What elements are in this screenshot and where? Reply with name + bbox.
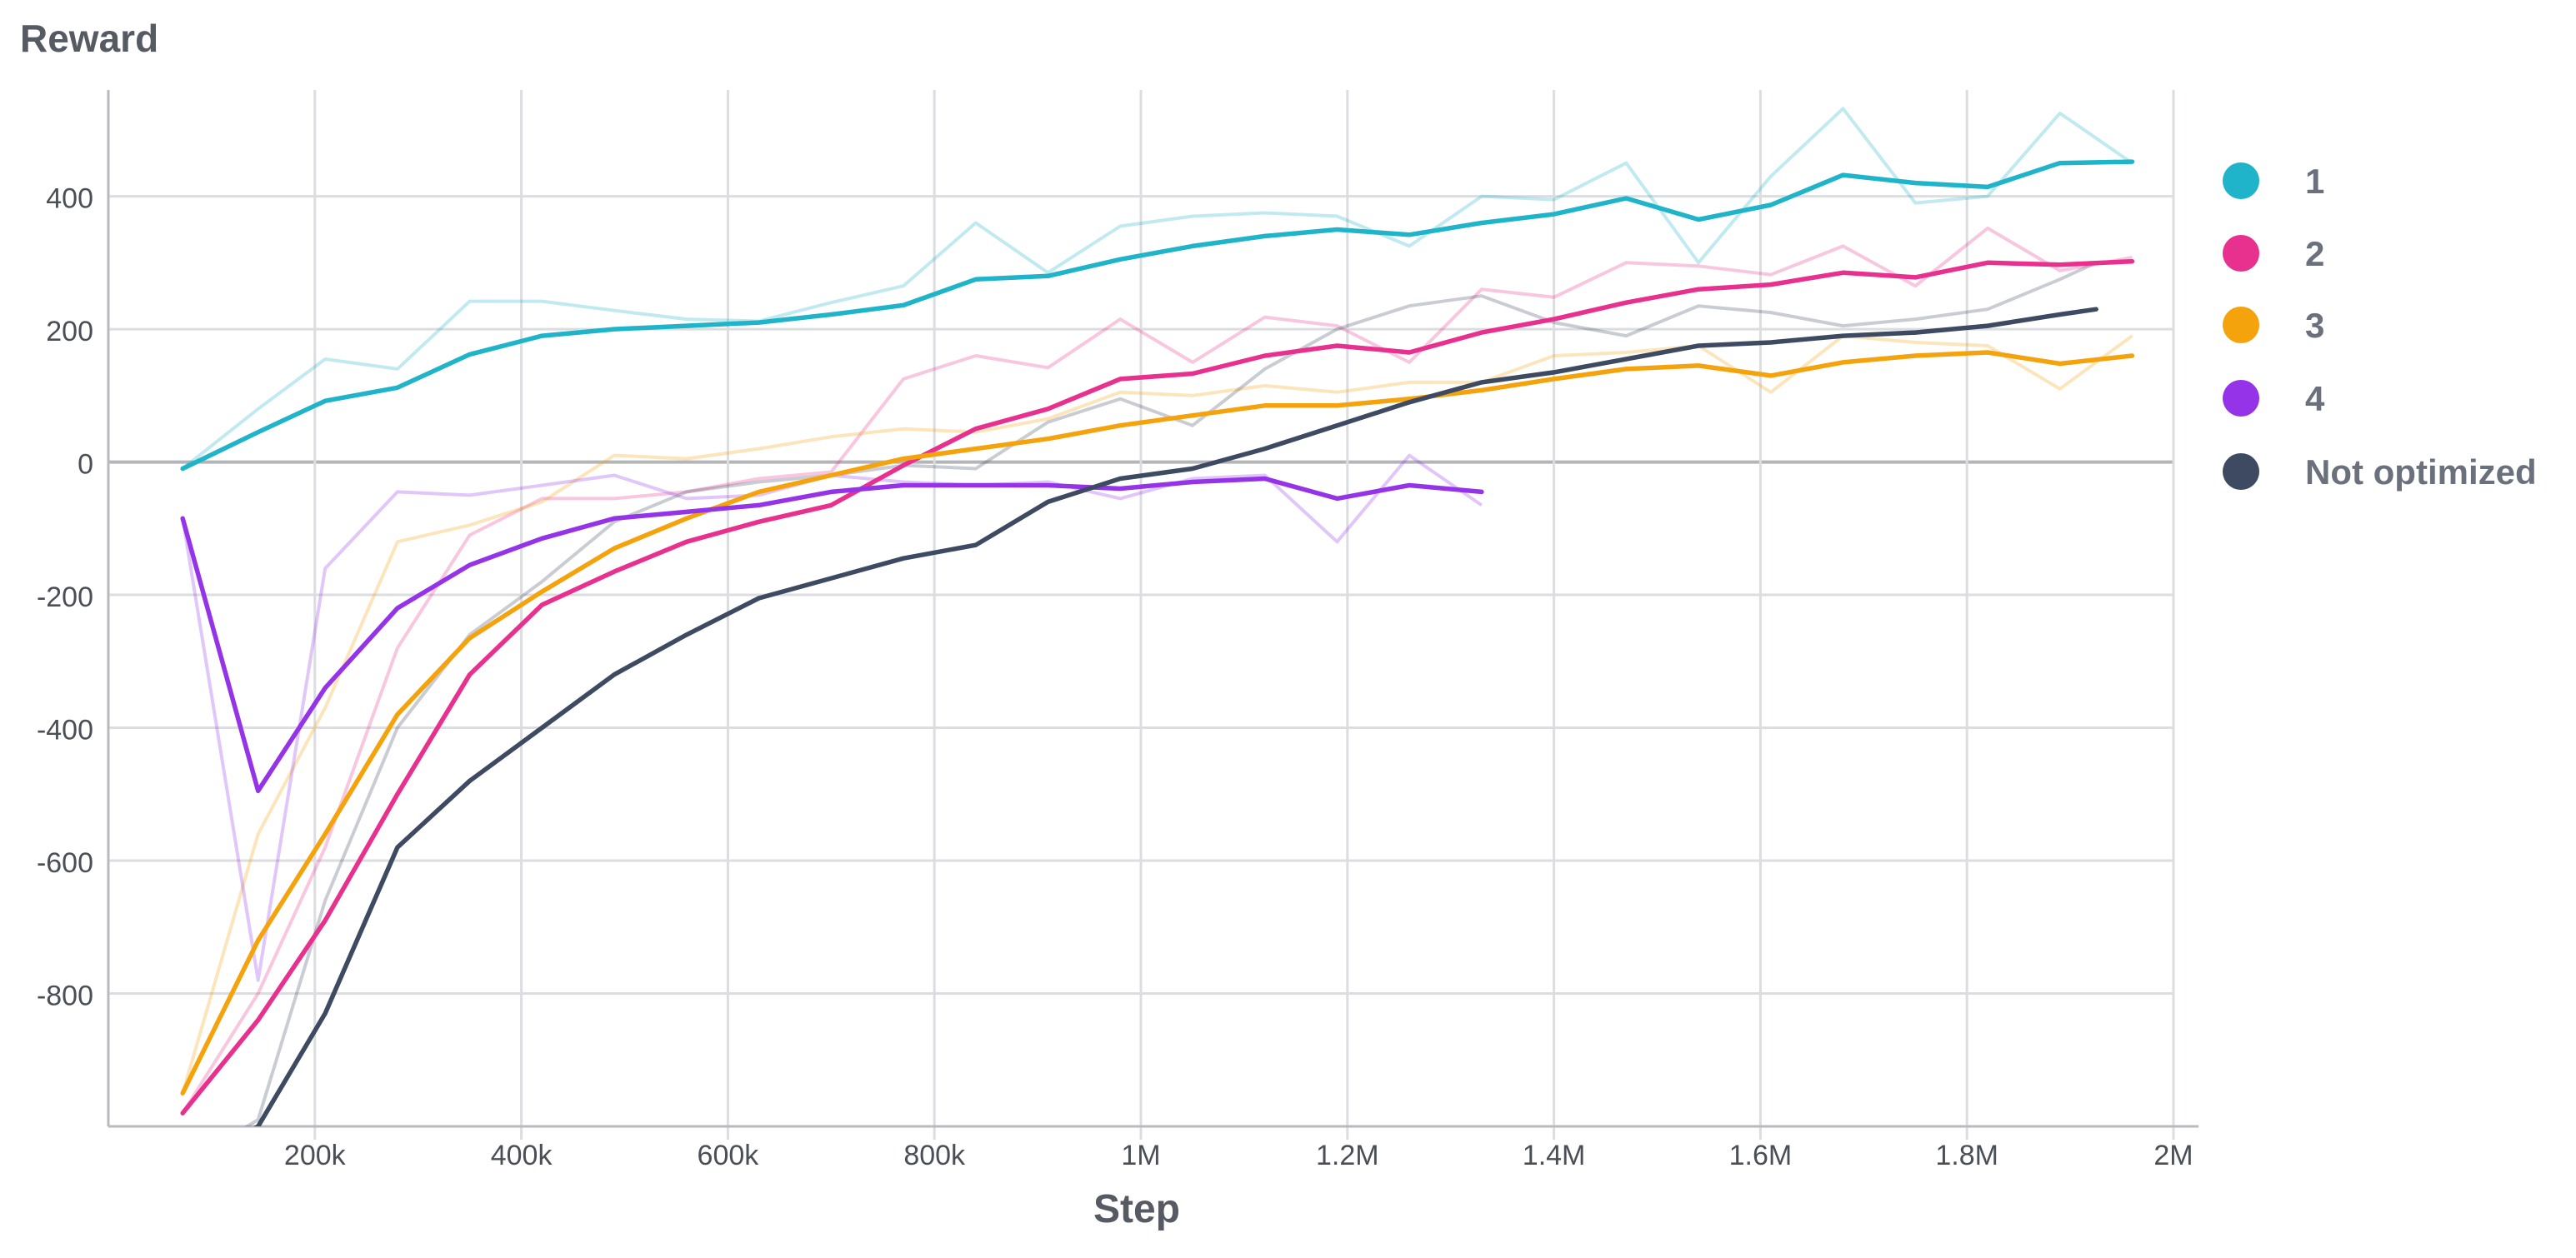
series-2-raw-line bbox=[181, 226, 2133, 1115]
series-2-line bbox=[180, 258, 2135, 1116]
x-tick-label: 1.6M bbox=[1729, 1140, 1793, 1171]
y-tick-label: -400 bbox=[37, 715, 93, 746]
series-4-raw-line bbox=[181, 453, 1483, 982]
y-tick-label: 400 bbox=[46, 183, 93, 215]
y-tick-label: -600 bbox=[37, 847, 93, 879]
x-tick-label: 800k bbox=[903, 1140, 966, 1171]
series-not-optimized-line bbox=[253, 307, 2098, 1126]
x-tick-label: 1M bbox=[1121, 1140, 1160, 1171]
legend-swatch bbox=[2223, 380, 2259, 417]
series-4-line bbox=[180, 476, 1484, 794]
y-tick-label: 200 bbox=[46, 316, 93, 347]
x-tick-label: 1.2M bbox=[1316, 1140, 1379, 1171]
x-tick-label: 2M bbox=[2153, 1140, 2193, 1171]
legend-swatch bbox=[2223, 162, 2259, 199]
x-tick-label: 1.4M bbox=[1523, 1140, 1586, 1171]
x-tick-label: 400k bbox=[491, 1140, 553, 1171]
y-tick-label: 0 bbox=[78, 449, 93, 481]
legend-label: 3 bbox=[2305, 306, 2324, 345]
series-3-raw-line bbox=[181, 334, 2133, 1094]
legend-item-3[interactable]: 3 bbox=[2223, 306, 2324, 345]
chart-title: Reward bbox=[20, 17, 158, 60]
axis-layer: 400 200 0 -200 -400 -600 -800 200k 400k 600k 800k 1… bbox=[37, 90, 2198, 1171]
legend-item-not-optimized[interactable]: Not optimized bbox=[2223, 452, 2537, 492]
series-1-raw-line bbox=[181, 107, 2133, 471]
series-not-optimized-raw-line bbox=[243, 261, 2097, 1126]
x-axis-label: Step bbox=[1093, 1187, 1180, 1231]
legend-swatch bbox=[2223, 235, 2259, 272]
raw-series-layer bbox=[181, 107, 2133, 1126]
legend: 1 2 3 4 Not optimized bbox=[2223, 162, 2537, 492]
legend-label: 4 bbox=[2305, 379, 2325, 418]
legend-swatch bbox=[2223, 453, 2259, 490]
series-1-line bbox=[180, 159, 2135, 472]
x-tick-label: 200k bbox=[284, 1140, 347, 1171]
y-tick-label: -200 bbox=[37, 582, 93, 613]
legend-label: 2 bbox=[2305, 234, 2324, 273]
x-tick-label: 1.8M bbox=[1935, 1140, 1998, 1171]
grid-layer bbox=[108, 90, 2175, 1140]
legend-item-1[interactable]: 1 bbox=[2223, 162, 2324, 201]
legend-label: 1 bbox=[2305, 162, 2324, 201]
legend-item-4[interactable]: 4 bbox=[2223, 379, 2325, 418]
y-tick-label: -800 bbox=[37, 981, 93, 1012]
legend-item-2[interactable]: 2 bbox=[2223, 234, 2324, 273]
legend-label: Not optimized bbox=[2305, 452, 2537, 492]
x-tick-label: 600k bbox=[698, 1140, 760, 1171]
series-3-line bbox=[180, 350, 2135, 1096]
smoothed-series-layer bbox=[180, 159, 2135, 1126]
legend-swatch bbox=[2223, 307, 2259, 343]
